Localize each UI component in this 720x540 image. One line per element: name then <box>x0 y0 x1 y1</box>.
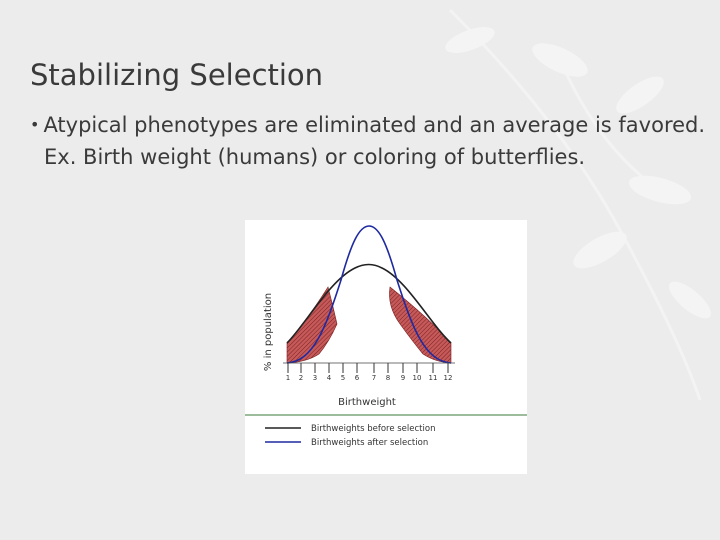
x-axis-label: Birthweight <box>338 397 396 408</box>
legend-label-before: Birthweights before selection <box>311 424 435 434</box>
bullet-text-block: • Atypical phenotypes are eliminated and … <box>30 110 714 173</box>
y-axis-label: % in population <box>263 293 274 371</box>
bullet-text: Atypical phenotypes are eliminated and a… <box>43 113 706 169</box>
left-eliminated-region <box>286 286 338 364</box>
tick-label: 2 <box>299 374 303 382</box>
tick-label: 3 <box>313 374 317 382</box>
tick-marks <box>287 363 449 373</box>
tick-label: 5 <box>341 374 345 382</box>
bullet-dot-icon: • <box>30 115 40 134</box>
right-eliminated-region <box>389 286 452 364</box>
legend-label-after: Birthweights after selection <box>311 438 428 448</box>
tick-label: 6 <box>355 374 360 382</box>
tick-label: 9 <box>401 374 405 382</box>
birthweight-figure: % in population 1 2 3 4 <box>245 220 527 474</box>
curve-before-selection <box>286 263 452 344</box>
tick-label: 11 <box>429 374 438 382</box>
tick-label: 12 <box>444 374 453 382</box>
tick-label: 8 <box>386 374 390 382</box>
curve-after-selection <box>286 225 452 364</box>
tick-label: 4 <box>327 374 332 382</box>
slide-title: Stabilizing Selection <box>30 58 324 92</box>
tick-label: 10 <box>413 374 422 382</box>
legend: Birthweights before selection Birthweigh… <box>265 424 435 448</box>
tick-label: 1 <box>286 374 290 382</box>
tick-label: 7 <box>372 374 376 382</box>
